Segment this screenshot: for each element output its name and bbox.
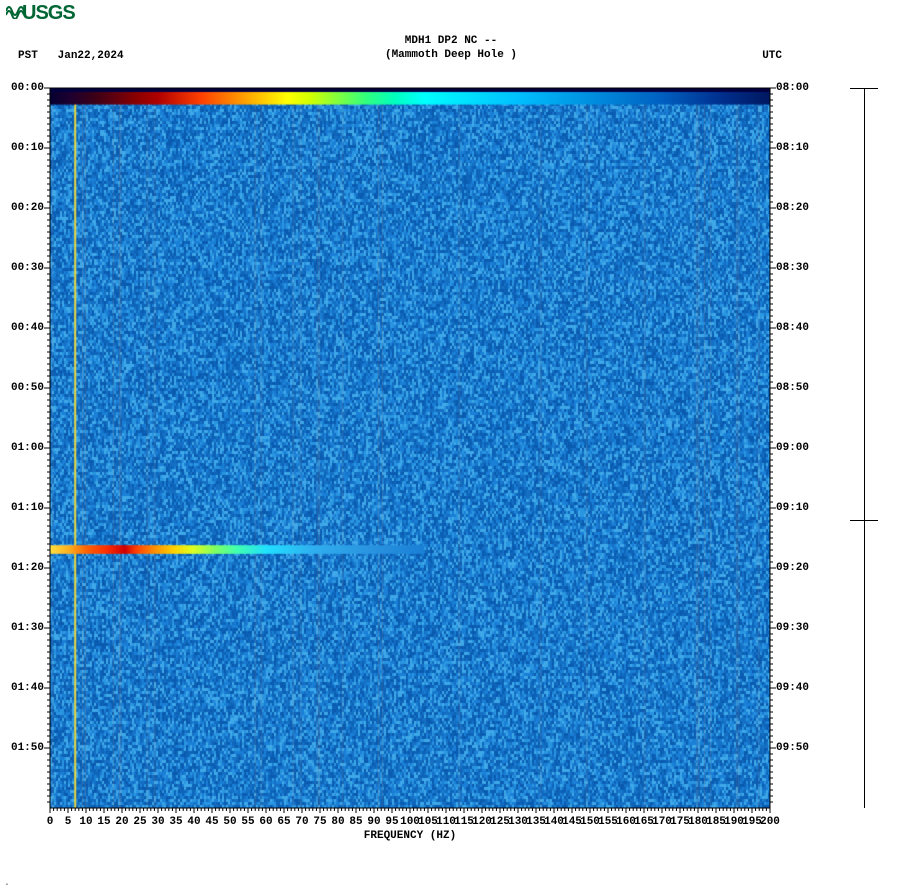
x-tick-label: 85 bbox=[349, 816, 362, 828]
x-tick-label: 110 bbox=[436, 816, 456, 828]
station-code: MDH1 DP2 NC -- bbox=[0, 34, 902, 48]
pst-text: PST bbox=[18, 50, 38, 62]
x-tick-label: 155 bbox=[598, 816, 618, 828]
x-tick-label: 25 bbox=[133, 816, 146, 828]
x-tick-label: 55 bbox=[241, 816, 254, 828]
x-tick-label: 145 bbox=[562, 816, 582, 828]
y-left-tick-label: 00:10 bbox=[11, 142, 44, 154]
x-tick-label: 130 bbox=[508, 816, 528, 828]
x-tick-label: 125 bbox=[490, 816, 510, 828]
y-axis-left: 00:0000:1000:2000:3000:4000:5001:0001:10… bbox=[0, 88, 50, 808]
utc-label: UTC bbox=[762, 50, 782, 62]
x-tick-label: 120 bbox=[472, 816, 492, 828]
y-right-tick-label: 09:40 bbox=[776, 682, 809, 694]
y-left-tick-label: 01:10 bbox=[11, 502, 44, 514]
spectrogram-plot bbox=[50, 88, 770, 808]
y-right-tick-label: 09:30 bbox=[776, 622, 809, 634]
x-tick-label: 5 bbox=[65, 816, 72, 828]
x-tick-label: 160 bbox=[616, 816, 636, 828]
spectrogram-canvas bbox=[50, 88, 770, 808]
footer-mark: . bbox=[4, 878, 10, 889]
x-tick-label: 140 bbox=[544, 816, 564, 828]
y-left-tick-label: 01:30 bbox=[11, 622, 44, 634]
y-right-tick-label: 08:40 bbox=[776, 322, 809, 334]
x-tick-label: 50 bbox=[223, 816, 236, 828]
side-scale-line bbox=[864, 88, 865, 808]
y-right-tick-label: 09:50 bbox=[776, 742, 809, 754]
x-tick-label: 150 bbox=[580, 816, 600, 828]
y-left-tick-label: 00:20 bbox=[11, 202, 44, 214]
y-axis-right: 08:0008:1008:2008:3008:4008:5009:0009:10… bbox=[770, 88, 830, 808]
x-tick-label: 195 bbox=[742, 816, 762, 828]
y-right-tick-label: 08:00 bbox=[776, 82, 809, 94]
y-right-tick-label: 08:30 bbox=[776, 262, 809, 274]
x-tick-label: 170 bbox=[652, 816, 672, 828]
x-tick-label: 20 bbox=[115, 816, 128, 828]
y-right-tick-label: 09:00 bbox=[776, 442, 809, 454]
usgs-logo: USGS bbox=[6, 2, 75, 25]
y-left-tick-label: 01:40 bbox=[11, 682, 44, 694]
pst-date-label: PST Jan22,2024 bbox=[18, 50, 124, 62]
x-tick-label: 135 bbox=[526, 816, 546, 828]
x-tick-label: 180 bbox=[688, 816, 708, 828]
x-axis: 0510152025303540455055606570758085909510… bbox=[50, 808, 770, 848]
x-tick-label: 95 bbox=[385, 816, 398, 828]
x-tick-label: 60 bbox=[259, 816, 272, 828]
y-right-tick-label: 08:10 bbox=[776, 142, 809, 154]
y-right-tick-label: 08:20 bbox=[776, 202, 809, 214]
date-text: Jan22,2024 bbox=[58, 50, 124, 62]
y-right-tick-label: 09:10 bbox=[776, 502, 809, 514]
x-tick-label: 0 bbox=[47, 816, 54, 828]
y-left-tick-label: 01:00 bbox=[11, 442, 44, 454]
y-right-tick-label: 08:50 bbox=[776, 382, 809, 394]
x-tick-label: 100 bbox=[400, 816, 420, 828]
x-tick-label: 10 bbox=[79, 816, 92, 828]
x-tick-label: 75 bbox=[313, 816, 326, 828]
x-tick-label: 190 bbox=[724, 816, 744, 828]
x-tick-label: 165 bbox=[634, 816, 654, 828]
x-tick-label: 200 bbox=[760, 816, 780, 828]
y-left-tick-label: 00:40 bbox=[11, 322, 44, 334]
x-tick-label: 15 bbox=[97, 816, 110, 828]
x-tick-label: 175 bbox=[670, 816, 690, 828]
x-tick-label: 30 bbox=[151, 816, 164, 828]
x-tick-label: 45 bbox=[205, 816, 218, 828]
y-left-tick-label: 01:50 bbox=[11, 742, 44, 754]
x-tick-label: 90 bbox=[367, 816, 380, 828]
y-left-tick-label: 00:30 bbox=[11, 262, 44, 274]
x-axis-title: FREQUENCY (HZ) bbox=[50, 830, 770, 842]
side-scale-tick bbox=[850, 88, 878, 89]
side-scale bbox=[850, 88, 880, 808]
y-left-tick-label: 00:00 bbox=[11, 82, 44, 94]
side-scale-tick bbox=[850, 520, 878, 521]
logo-text: USGS bbox=[22, 2, 75, 24]
y-right-tick-label: 09:20 bbox=[776, 562, 809, 574]
x-tick-label: 35 bbox=[169, 816, 182, 828]
x-tick-label: 115 bbox=[454, 816, 474, 828]
y-left-tick-label: 01:20 bbox=[11, 562, 44, 574]
y-left-tick-label: 00:50 bbox=[11, 382, 44, 394]
wave-icon bbox=[6, 5, 24, 19]
x-tick-label: 40 bbox=[187, 816, 200, 828]
x-tick-label: 185 bbox=[706, 816, 726, 828]
x-tick-label: 65 bbox=[277, 816, 290, 828]
x-tick-label: 70 bbox=[295, 816, 308, 828]
x-tick-label: 105 bbox=[418, 816, 438, 828]
x-tick-label: 80 bbox=[331, 816, 344, 828]
